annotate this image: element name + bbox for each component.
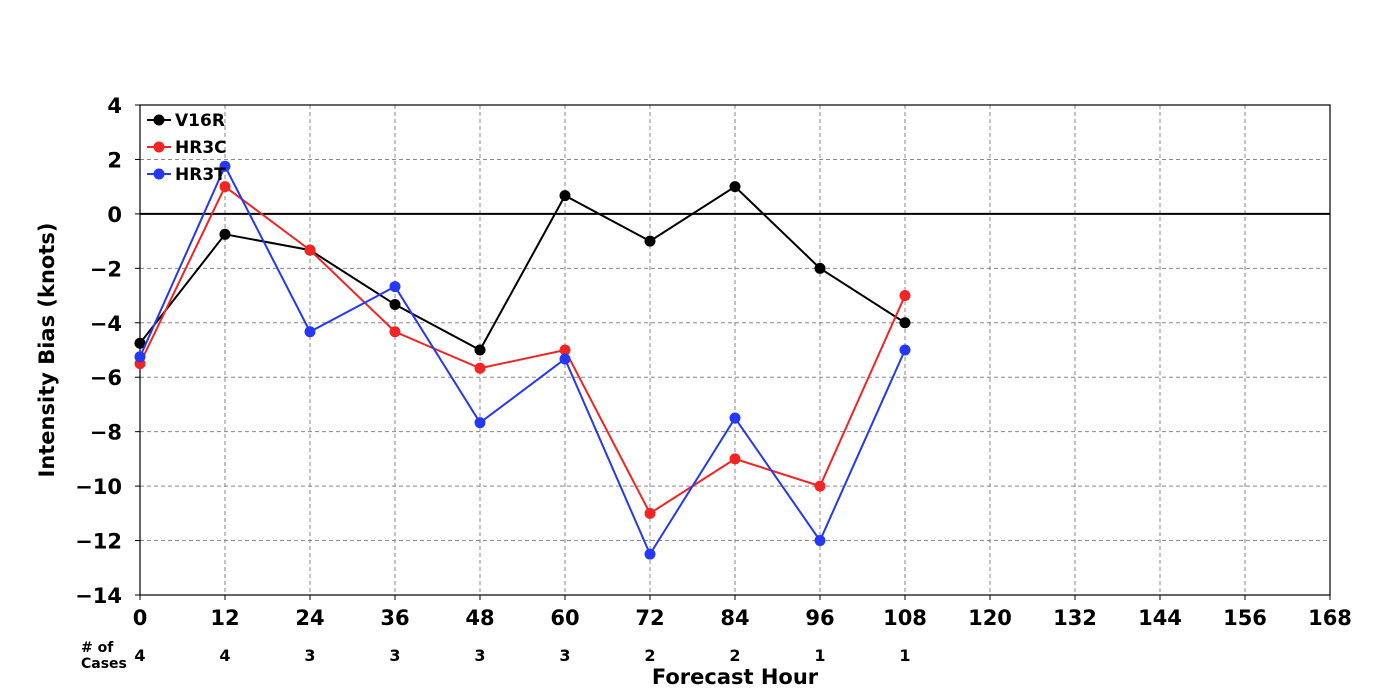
case-count: 4 [219,646,230,665]
case-count: 3 [389,646,400,665]
series-v16r [134,181,911,356]
legend-marker-hr3t [153,168,165,180]
y-axis-title: Intensity Bias (knots) [35,223,59,478]
legend-entry-hr3c: HR3C [147,138,227,158]
axis-ticks: 0 12 24 36 48 60 72 84 96 108 120 132 144 156 168 4 2 0 −2… [75,94,1352,630]
legend-label-hr3t: HR3T [175,165,226,185]
grid-lines [140,105,1330,595]
legend-marker-hr3c [153,141,165,153]
series-line-hr3c [139,185,906,515]
legend-label-hr3c: HR3C [175,138,227,158]
data-point-hr3c [899,290,911,302]
series-line-hr3t [139,163,906,557]
data-point-hr3t [559,353,571,365]
data-point-v16r [389,299,401,311]
x-tick-label: 48 [465,606,494,630]
x-tick-label: 96 [805,606,834,630]
case-count: 2 [729,646,740,665]
x-tick-label: 168 [1308,606,1352,630]
case-count: 3 [559,646,570,665]
data-point-hr3t [304,326,316,338]
data-point-hr3t [474,417,486,429]
series-hr3t [134,160,911,560]
data-point-hr3c [474,362,486,374]
case-count: 3 [474,646,485,665]
x-tick-label: 84 [720,606,749,630]
legend-marker-v16r [153,114,165,126]
x-tick-label: 120 [968,606,1012,630]
x-tick-label: 36 [380,606,409,630]
data-point-hr3t [814,535,826,547]
legend-entry-v16r: V16R [147,111,225,131]
x-tick-label: 144 [1138,606,1182,630]
case-count: 4 [134,646,145,665]
y-tick-label: −12 [75,530,122,554]
x-tick-label: 132 [1053,606,1097,630]
data-point-v16r [899,317,911,329]
x-tick-label: 72 [635,606,664,630]
legend: V16R HR3C HR3T [147,111,227,185]
legend-label-v16r: V16R [175,111,225,131]
x-tick-label: 60 [550,606,579,630]
case-count: 3 [304,646,315,665]
data-point-hr3c [729,453,741,465]
x-tick-label: 156 [1223,606,1267,630]
y-tick-label: −2 [90,257,122,281]
data-point-v16r [219,228,231,240]
y-tick-label: −10 [75,475,122,499]
data-point-hr3t [389,281,401,293]
data-point-v16r [134,337,146,349]
y-tick-label: −14 [75,584,122,608]
data-point-hr3c [219,181,231,193]
data-point-hr3c [559,344,571,356]
y-tick-label: 4 [107,94,122,118]
y-tick-label: −4 [90,312,122,336]
x-tick-label: 108 [883,606,927,630]
cases-row-label: Cases [81,656,127,672]
case-count: 2 [644,646,655,665]
data-point-hr3t [219,160,231,172]
case-count: 1 [814,646,825,665]
x-tick-label: 12 [210,606,239,630]
data-point-v16r [729,181,741,193]
series-line-v16r [139,185,906,352]
y-tick-label: 2 [107,148,122,172]
x-tick-label: 24 [295,606,324,630]
data-point-hr3c [389,326,401,338]
case-count: 1 [899,646,910,665]
data-point-hr3c [644,507,656,519]
y-tick-label: −6 [90,366,122,390]
data-point-v16r [474,344,486,356]
data-series [134,160,911,560]
series-hr3c [134,181,911,519]
data-point-hr3c [304,244,316,256]
data-point-hr3c [814,480,826,492]
x-tick-label: 0 [133,606,148,630]
data-point-hr3t [644,548,656,560]
y-tick-label: 0 [107,203,122,227]
data-point-hr3t [134,351,146,363]
data-point-v16r [814,262,826,274]
legend-entry-hr3t: HR3T [147,165,226,185]
y-tick-label: −8 [90,421,122,445]
data-point-v16r [559,190,571,202]
data-point-hr3t [899,344,911,356]
data-point-v16r [644,235,656,247]
x-axis-title: Forecast Hour [652,665,819,689]
data-point-hr3t [729,412,741,424]
cases-row-label: # of [81,640,114,656]
